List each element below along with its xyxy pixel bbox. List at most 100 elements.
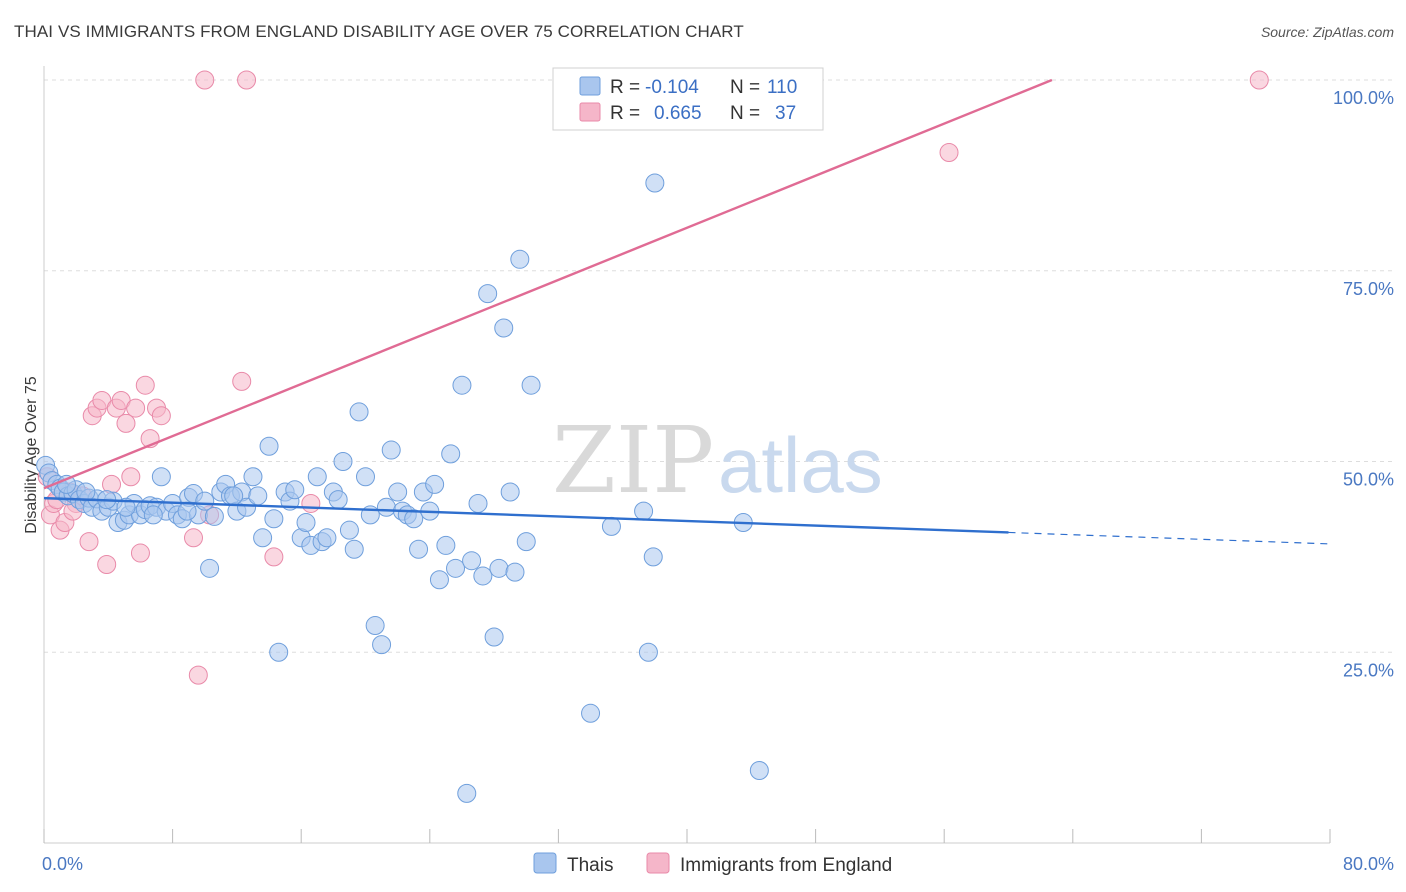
bottom-legend-swatch-england <box>646 852 670 874</box>
y-tick-label-2: 75.0% <box>1343 279 1394 299</box>
point-1-8 <box>79 532 99 552</box>
point-0-94 <box>521 375 541 395</box>
series-1 <box>37 70 1269 685</box>
point-0-109 <box>224 486 244 506</box>
point-0-81 <box>452 375 472 395</box>
point-0-85 <box>473 566 493 586</box>
point-0-56 <box>317 528 337 548</box>
trend-lines <box>43 78 1331 545</box>
point-0-68 <box>381 440 401 460</box>
legend-r-value-thais: -0.104 <box>645 77 699 98</box>
point-0-95 <box>581 703 601 723</box>
point-0-43 <box>248 486 268 506</box>
point-1-16 <box>116 413 136 433</box>
series-0 <box>36 173 769 803</box>
trend-line-1 <box>43 78 1053 490</box>
point-0-98 <box>638 642 658 662</box>
legend-n-value-england: 37 <box>775 103 796 124</box>
point-0-35 <box>204 506 224 526</box>
x-tick-label-start: 0.0% <box>42 854 83 874</box>
point-0-79 <box>441 444 461 464</box>
point-1-19 <box>130 543 150 563</box>
x-tick-label-end: 80.0% <box>1343 854 1394 874</box>
legend-r-label-thais: R = <box>610 77 640 98</box>
point-0-69 <box>388 482 408 502</box>
point-1-24 <box>183 528 203 548</box>
bottom-legend-swatch-thais <box>533 852 557 874</box>
legend-n-label-thais: N = <box>730 77 760 98</box>
point-1-20 <box>135 375 155 395</box>
legend-r-label-england: R = <box>610 103 640 124</box>
point-0-33 <box>195 491 215 511</box>
data-points <box>36 70 1269 803</box>
point-1-34 <box>1249 70 1269 90</box>
point-0-82 <box>457 783 477 803</box>
legend-swatch-england <box>579 102 601 122</box>
point-0-102 <box>749 761 769 781</box>
point-0-86 <box>478 284 498 304</box>
point-0-42 <box>243 467 263 487</box>
point-0-77 <box>429 570 449 590</box>
point-0-100 <box>645 173 665 193</box>
point-0-93 <box>516 532 536 552</box>
point-0-66 <box>372 635 392 655</box>
trend-extension-0 <box>1008 531 1331 545</box>
point-0-83 <box>462 551 482 571</box>
point-0-108 <box>177 501 197 521</box>
point-0-87 <box>484 627 504 647</box>
point-1-29 <box>237 70 257 90</box>
point-1-28 <box>232 371 252 391</box>
point-0-90 <box>500 482 520 502</box>
point-0-59 <box>333 452 353 471</box>
legend-r-value-england: 0.665 <box>654 103 702 124</box>
point-0-25 <box>151 467 171 487</box>
point-1-25 <box>188 665 208 685</box>
watermark-zip: ZIP <box>552 407 714 514</box>
point-1-26 <box>195 70 215 90</box>
point-0-58 <box>328 490 348 510</box>
y-tick-label-3: 100.0% <box>1333 88 1394 108</box>
point-0-52 <box>296 513 316 533</box>
x-tick-labels: 0.0% 80.0% <box>42 854 1394 874</box>
grid-lines <box>44 79 1392 653</box>
legend-n-value-thais: 110 <box>767 77 797 98</box>
point-0-63 <box>356 467 375 487</box>
point-0-67 <box>376 497 396 517</box>
point-0-88 <box>489 558 509 578</box>
point-0-60 <box>339 520 359 540</box>
point-0-41 <box>237 497 257 517</box>
point-0-96 <box>601 516 621 536</box>
point-1-30 <box>264 547 284 567</box>
point-0-78 <box>436 535 456 555</box>
y-tick-label-0: 25.0% <box>1343 660 1394 680</box>
point-0-89 <box>494 318 514 338</box>
point-0-97 <box>634 501 654 521</box>
point-0-45 <box>259 436 279 456</box>
point-0-72 <box>404 509 424 529</box>
bottom-legend-label-thais: Thais <box>567 855 613 876</box>
point-0-34 <box>200 558 220 578</box>
point-0-107 <box>143 505 163 525</box>
point-1-33 <box>939 142 959 162</box>
point-0-104 <box>76 482 96 502</box>
y-tick-labels: 25.0% 50.0% 75.0% 100.0% <box>1333 88 1394 680</box>
point-0-106 <box>116 497 136 517</box>
watermark-atlas: atlas <box>718 421 883 509</box>
y-axis-label: Disability Age Over 75 <box>23 376 40 534</box>
trend-line-0 <box>43 496 1009 534</box>
series-legend: Thais Immigrants from England <box>533 852 892 876</box>
point-0-99 <box>643 547 663 567</box>
chart-title: THAI VS IMMIGRANTS FROM ENGLAND DISABILI… <box>14 22 744 41</box>
point-1-18 <box>126 398 146 418</box>
point-1-31 <box>301 493 321 513</box>
axes <box>43 66 1331 844</box>
y-tick-label-1: 50.0% <box>1343 470 1394 490</box>
legend-swatch-thais <box>579 76 601 96</box>
source-label: Source: ZipAtlas.com <box>1260 24 1394 40</box>
point-1-12 <box>97 555 117 575</box>
point-0-91 <box>505 562 525 582</box>
point-0-54 <box>307 467 327 487</box>
point-1-23 <box>151 406 171 426</box>
point-0-61 <box>344 539 364 559</box>
